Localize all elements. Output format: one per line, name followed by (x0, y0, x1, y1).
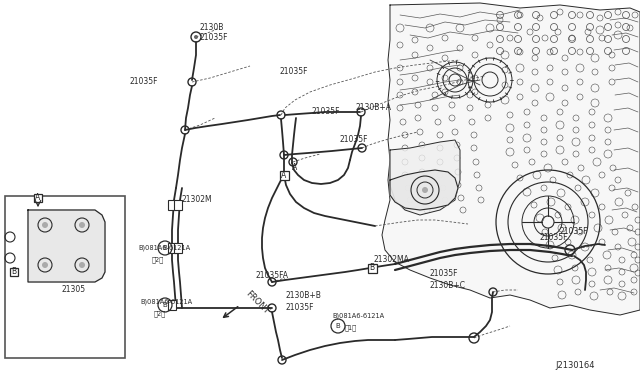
Text: 21035F: 21035F (430, 269, 458, 279)
Text: 2130B+A: 2130B+A (355, 103, 391, 112)
Bar (168, 243, 176, 253)
Text: 21035F: 21035F (200, 32, 228, 42)
Circle shape (79, 262, 85, 268)
Text: 21035F: 21035F (285, 304, 314, 312)
Bar (168, 300, 176, 310)
Text: 2130B+B: 2130B+B (285, 291, 321, 299)
Text: B: B (335, 323, 340, 329)
Text: 2130B: 2130B (200, 22, 225, 32)
Text: 21302M: 21302M (182, 196, 212, 205)
Text: 21305: 21305 (62, 285, 86, 295)
Circle shape (42, 262, 48, 268)
Polygon shape (28, 210, 105, 282)
Text: B: B (163, 302, 168, 308)
Polygon shape (390, 140, 460, 215)
Text: （2）: （2） (154, 311, 166, 317)
Text: B: B (12, 267, 17, 276)
Text: B: B (163, 245, 168, 251)
Text: FRONT: FRONT (244, 289, 271, 315)
Text: 2130B+C: 2130B+C (430, 282, 466, 291)
Text: B)081A6-6121A: B)081A6-6121A (138, 245, 190, 251)
Text: 21035F: 21035F (130, 77, 159, 87)
Polygon shape (390, 170, 458, 210)
Text: 21035F: 21035F (560, 228, 589, 237)
Text: A: A (35, 193, 40, 202)
Bar (34, 194, 42, 202)
Text: （1）: （1） (345, 325, 357, 331)
Text: 21035F: 21035F (312, 108, 340, 116)
Circle shape (194, 35, 198, 39)
Circle shape (42, 222, 48, 228)
Text: A: A (282, 170, 287, 180)
Text: B: B (369, 263, 374, 273)
Bar (174, 243, 182, 253)
Text: J2130164: J2130164 (555, 360, 595, 369)
Bar (280, 170, 289, 180)
Circle shape (422, 187, 428, 193)
Text: 21302MA: 21302MA (373, 256, 409, 264)
Text: 21035F: 21035F (540, 234, 568, 243)
Text: （2）: （2） (152, 257, 164, 263)
Circle shape (79, 222, 85, 228)
Bar (367, 263, 376, 273)
Bar (5, 196, 125, 358)
Text: B)081A6-6121A: B)081A6-6121A (332, 313, 384, 319)
Bar (168, 200, 176, 210)
Text: A: A (292, 164, 298, 173)
Text: 21035F: 21035F (280, 67, 308, 77)
Bar (174, 200, 182, 210)
Bar (10, 268, 18, 276)
Text: B)081A6-6121A: B)081A6-6121A (140, 299, 192, 305)
Text: 21035FA: 21035FA (255, 270, 288, 279)
Text: 21035F: 21035F (340, 135, 369, 144)
Polygon shape (382, 3, 640, 315)
